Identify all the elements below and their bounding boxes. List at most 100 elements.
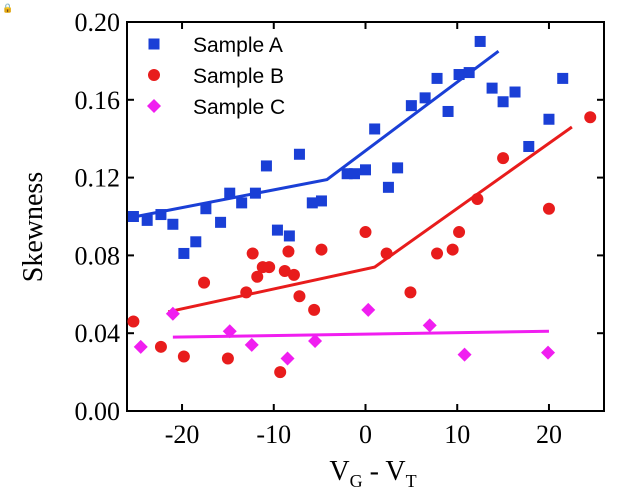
x-axis-label-sub1: G [350,471,363,491]
legend-marker-sample-c [147,99,161,113]
data-point-sample-b [293,290,306,303]
data-point-sample-a [141,214,153,226]
data-point-sample-a [453,69,465,81]
legend-label-sample-c: Sample C [193,96,285,119]
data-point-sample-b [315,243,328,256]
data-point-sample-a [293,148,305,160]
data-point-sample-a [360,164,371,176]
x-axis-label-sub2: T [406,471,417,491]
legend-label-sample-b: Sample B [193,65,284,88]
y-tick-label: 0.16 [75,86,121,115]
data-point-sample-a [178,247,190,259]
data-point-sample-a [557,72,569,84]
data-point-sample-b [198,276,211,289]
data-point-sample-b [177,350,190,363]
data-point-sample-a [463,67,475,79]
data-point-sample-a [543,113,555,125]
data-point-sample-a [369,123,381,135]
data-point-sample-b [471,192,484,205]
data-point-sample-c [457,347,472,362]
data-point-sample-b [274,366,287,379]
data-point-sample-a [431,72,443,84]
data-point-sample-a [497,96,509,108]
data-point-sample-a [200,203,212,215]
data-point-sample-a [382,181,394,193]
fit-line-sample-c [172,329,549,339]
data-point-sample-a [236,197,248,209]
data-point-sample-b [380,247,393,260]
data-point-sample-a [341,168,353,180]
data-point-sample-c [361,302,376,317]
data-point-sample-b [127,315,140,328]
data-point-sample-a [419,92,431,104]
data-point-sample-a [523,140,535,152]
data-point-sample-b [287,268,300,281]
data-point-sample-a [249,187,261,199]
data-point-sample-c [422,318,437,333]
data-points [127,35,597,379]
data-point-sample-a [283,230,295,242]
data-point-sample-a [348,168,360,180]
data-point-sample-a [486,82,498,94]
data-point-sample-b [282,245,295,258]
x-axis-label: VG - VT [329,456,416,491]
data-point-sample-a [127,211,139,222]
fit-lines [135,49,573,339]
fit-line-sample-b [167,125,573,314]
data-point-sample-c [244,337,259,352]
data-point-sample-b [154,340,167,353]
legend-label-sample-a: Sample A [193,34,283,57]
x-tick-label: -10 [256,420,291,449]
data-point-sample-b [497,152,510,165]
x-tick-label: 10 [444,420,470,449]
y-tick-label: 0.00 [75,397,121,426]
data-point-sample-a [224,187,236,199]
data-point-sample-b [278,264,291,277]
data-point-sample-a [405,100,417,112]
legend-marker-sample-b [148,69,160,81]
data-point-sample-a [190,236,202,248]
legend-marker-sample-a [148,38,160,50]
x-axis-label-base: V [329,456,349,487]
y-axis-label: Skewness [18,172,49,282]
data-point-sample-c [541,345,556,360]
data-point-sample-a [215,216,227,228]
data-point-sample-c [133,339,148,354]
data-point-sample-b [240,286,253,299]
legend: Sample A Sample B Sample C [147,34,285,119]
x-axis-label-mid: - V [363,456,406,487]
x-tick-label: 0 [359,420,372,449]
data-point-sample-c [165,306,180,321]
x-tick-label: 20 [536,420,562,449]
data-point-sample-a [167,218,179,230]
data-point-sample-a [392,162,404,174]
data-point-sample-b [221,352,234,365]
data-point-sample-c [280,351,295,366]
data-point-sample-a [155,209,167,221]
data-point-sample-a [306,197,318,209]
fit-line-sample-a [135,49,500,218]
data-point-sample-a [315,195,327,207]
data-point-sample-a [442,105,454,117]
data-point-sample-b [453,226,466,239]
data-point-sample-b [446,243,459,256]
data-point-sample-c [308,333,323,348]
data-point-sample-b [246,247,259,260]
data-point-sample-b [542,202,555,215]
data-point-sample-c [222,324,237,339]
data-point-sample-b [359,226,372,239]
data-point-sample-b [308,303,321,316]
data-point-sample-a [509,86,521,98]
data-point-sample-b [431,247,444,260]
data-point-sample-a [474,35,486,47]
y-tick-label: 0.20 [75,8,121,37]
y-tick-label: 0.04 [75,319,121,348]
data-point-sample-b [251,270,264,283]
data-point-sample-a [271,224,283,236]
data-point-sample-b [404,286,417,299]
data-point-sample-b [584,111,597,124]
y-tick-label: 0.08 [75,241,121,270]
data-point-sample-a [260,160,272,172]
y-tick-label: 0.12 [75,164,121,193]
